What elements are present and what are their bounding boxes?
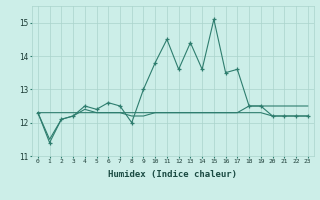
X-axis label: Humidex (Indice chaleur): Humidex (Indice chaleur) [108, 170, 237, 179]
